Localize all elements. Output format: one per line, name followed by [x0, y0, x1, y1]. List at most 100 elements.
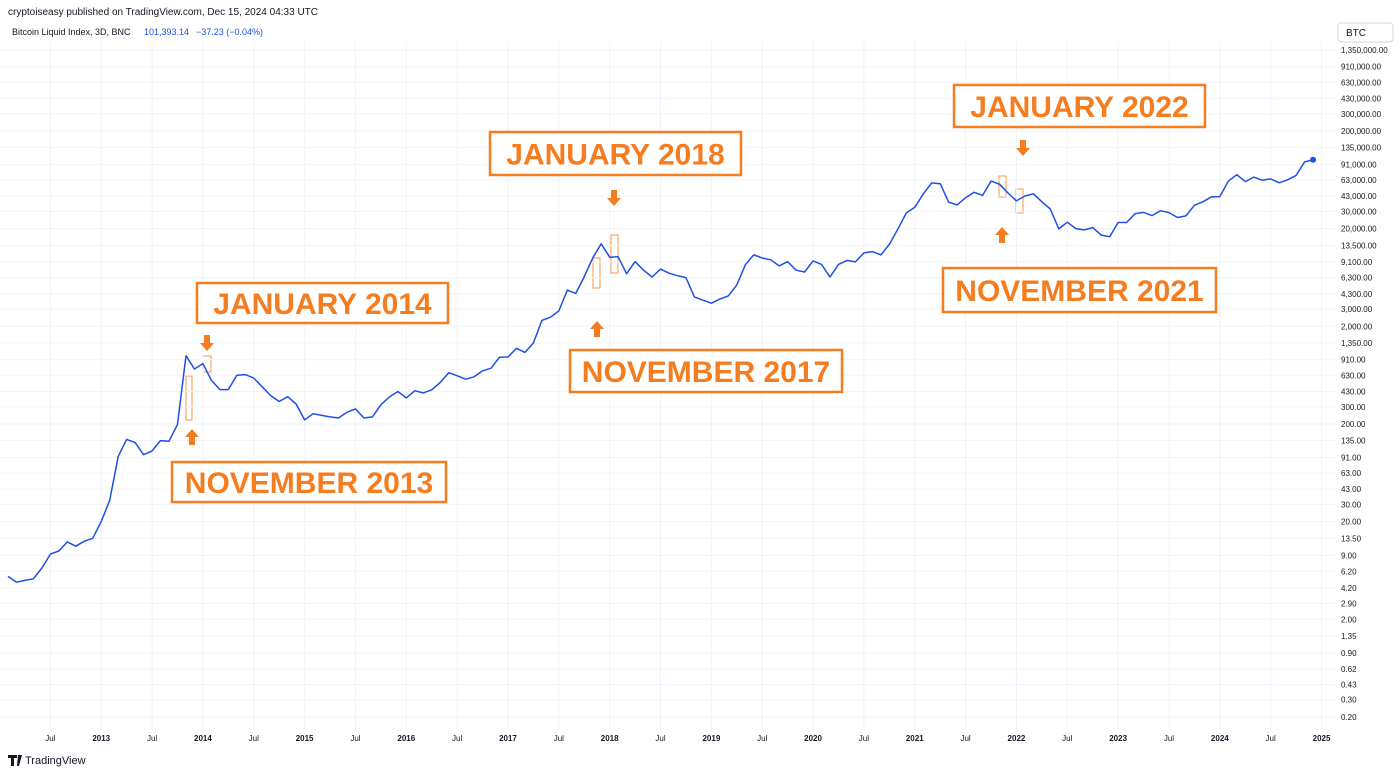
arrow [995, 227, 1009, 243]
x-tick-label: 2021 [906, 734, 924, 743]
y-tick-label: 0.20 [1341, 713, 1357, 722]
y-tick-label: 91,000.00 [1341, 160, 1377, 169]
y-tick-label: 2.90 [1341, 600, 1357, 609]
y-tick-label: 1,350,000.00 [1341, 46, 1388, 55]
y-tick-label: 6.20 [1341, 567, 1357, 576]
x-tick-label: Jul [960, 734, 970, 743]
y-tick-label: 910,000.00 [1341, 63, 1382, 72]
y-tick-label: 200,000.00 [1341, 127, 1382, 136]
x-tick-label: Jul [350, 734, 360, 743]
footer: TradingView [25, 755, 86, 767]
annotation-box [170, 460, 448, 504]
y-tick-label: 0.30 [1341, 696, 1357, 705]
arrow [1016, 140, 1030, 156]
x-tick-label: 2022 [1008, 734, 1026, 743]
x-tick-label: 2025 [1313, 734, 1331, 743]
annotations: JANUARY 2014 NOVEMBER 2013 JANUARY 2018 NOV… [170, 83, 1218, 504]
y-tick-label: 300.00 [1341, 403, 1366, 412]
y-tick-label: 3,000.00 [1341, 305, 1373, 314]
x-tick-label: Jul [1164, 734, 1174, 743]
annotation-box [488, 130, 743, 177]
y-tick-label: 2.00 [1341, 615, 1357, 624]
x-tick-label: 2014 [194, 734, 212, 743]
y-tick-label: 43,000.00 [1341, 192, 1377, 201]
symbol: BTC [1346, 28, 1366, 39]
annotation: NOVEMBER 2017 [582, 356, 830, 389]
annotation-box [195, 281, 450, 325]
price-line [7, 159, 1314, 583]
x-tick-label: Jul [554, 734, 564, 743]
x-tick-label: Jul [1266, 734, 1276, 743]
arrow [590, 321, 604, 337]
x-tick-label: 2020 [804, 734, 822, 743]
x-tick-label: Jul [859, 734, 869, 743]
annotation-box [568, 348, 844, 394]
x-tick-label: 2018 [601, 734, 619, 743]
x-tick-label: Jul [147, 734, 157, 743]
annotation: JANUARY 2022 [970, 91, 1188, 124]
y-tick-label: 91.00 [1341, 453, 1362, 462]
plot [7, 156, 1317, 583]
x-tick-label: Jul [45, 734, 55, 743]
y-tick-label: 30,000.00 [1341, 207, 1377, 216]
logo [8, 755, 22, 766]
y-tick-label: 430.00 [1341, 387, 1366, 396]
y-tick-label: 9,100.00 [1341, 258, 1373, 267]
x-tick-label: Jul [655, 734, 665, 743]
y-tick-label: 43.00 [1341, 485, 1362, 494]
x-tick-label: 2013 [92, 734, 110, 743]
y-tick-label: 0.90 [1341, 649, 1357, 658]
y-tick-label: 0.43 [1341, 680, 1357, 689]
y-tick-label: 430,000.00 [1341, 95, 1382, 104]
arrow [185, 429, 199, 445]
annotation: JANUARY 2018 [506, 139, 724, 172]
y-tick-label: 1.35 [1341, 632, 1357, 641]
x-tick-label: Jul [1062, 734, 1072, 743]
y-tick-label: 630.00 [1341, 371, 1366, 380]
y-tick-label: 200.00 [1341, 420, 1366, 429]
y-tick-label: 2,000.00 [1341, 322, 1373, 331]
y-tick-label: 4,300.00 [1341, 290, 1373, 299]
chart-title: Bitcoin Liquid Index, 3D, BNC [12, 27, 131, 37]
y-tick-label: 63.00 [1341, 469, 1362, 478]
last-point [1310, 156, 1317, 163]
y-tick-label: 4.20 [1341, 584, 1357, 593]
y-tick-label: 63,000.00 [1341, 176, 1377, 185]
annotation: JANUARY 2014 [213, 288, 432, 321]
arrow [200, 335, 214, 351]
publisher: cryptoiseasy published on TradingView.co… [8, 7, 318, 18]
y-tick-label: 30.00 [1341, 500, 1362, 509]
x-tick-label: Jul [452, 734, 462, 743]
y-tick-label: 13,500.00 [1341, 241, 1377, 250]
y-tick-label: 20,000.00 [1341, 225, 1377, 234]
y-tick-label: 13.50 [1341, 534, 1362, 543]
x-tick-label: 2023 [1109, 734, 1127, 743]
arrow [607, 190, 621, 206]
annotation-box [941, 266, 1218, 314]
x-tick-label: 2019 [702, 734, 720, 743]
x-tick-label: Jul [757, 734, 767, 743]
x-tick-label: 2024 [1211, 734, 1229, 743]
y-tick-label: 1,350.00 [1341, 339, 1373, 348]
y-tick-label: 135.00 [1341, 437, 1366, 446]
x-tick-label: 2017 [499, 734, 517, 743]
y-tick-label: 0.62 [1341, 665, 1357, 674]
y-tick-label: 6,300.00 [1341, 274, 1373, 283]
x-tick-label: 2016 [397, 734, 415, 743]
y-tick-label: 20.00 [1341, 518, 1362, 527]
y-tick-label: 300,000.00 [1341, 110, 1382, 119]
x-tick-label: 2015 [296, 734, 314, 743]
annotation: NOVEMBER 2021 [955, 275, 1203, 308]
price: 101,393.14 [144, 27, 189, 37]
symbol-box [1337, 22, 1394, 43]
annotation: NOVEMBER 2013 [185, 467, 433, 500]
y-tick-label: 630,000.00 [1341, 78, 1382, 87]
y-tick-label: 910.00 [1341, 356, 1366, 365]
x-tick-label: Jul [249, 734, 259, 743]
change: −37.23 (−0.04%) [196, 27, 263, 37]
y-tick-label: 9.00 [1341, 551, 1357, 560]
annotation-box [952, 83, 1207, 129]
y-tick-label: 135,000.00 [1341, 144, 1382, 153]
